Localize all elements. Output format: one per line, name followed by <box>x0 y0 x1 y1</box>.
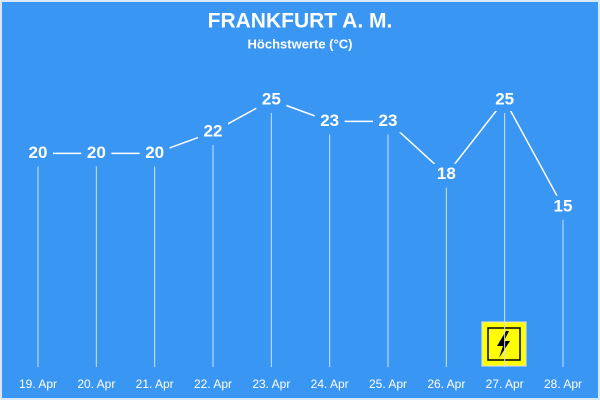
line <box>38 98 564 208</box>
x-tick-label: 22. Apr <box>194 377 232 391</box>
x-tick-label: 28. Apr <box>544 377 582 391</box>
data-label: 23 <box>320 111 339 130</box>
label-background <box>373 110 403 133</box>
label-background <box>548 195 578 218</box>
data-label: 25 <box>262 89 281 108</box>
warning-icon <box>481 321 527 367</box>
x-tick-label: 25. Apr <box>369 377 407 391</box>
label-background <box>139 142 170 165</box>
label-background <box>81 142 112 165</box>
data-label: 25 <box>495 89 514 108</box>
data-label: 20 <box>145 143 164 162</box>
data-label: 22 <box>204 122 223 141</box>
x-tick-label: 23. Apr <box>252 377 290 391</box>
data-label: 15 <box>554 196 573 215</box>
x-tick-label: 21. Apr <box>136 377 174 391</box>
data-label: 18 <box>437 164 456 183</box>
label-background <box>23 142 53 165</box>
label-background <box>314 110 345 133</box>
chart-title: FRANKFURT A. M. <box>208 10 393 33</box>
label-background <box>489 89 520 111</box>
label-background <box>431 163 462 186</box>
label-background <box>256 89 287 111</box>
x-tick-label: 26. Apr <box>427 377 465 391</box>
x-tick-label: 20. Apr <box>77 377 115 391</box>
x-tick-label: 27. Apr <box>486 377 524 391</box>
x-tick-label: 24. Apr <box>311 377 349 391</box>
data-label: 23 <box>379 111 398 130</box>
chart-subtitle: Höchstwerte (°C) <box>248 36 353 51</box>
data-label: 20 <box>29 143 48 162</box>
data-label: 20 <box>87 143 106 162</box>
x-tick-label: 19. Apr <box>19 377 57 391</box>
label-background <box>198 121 228 144</box>
